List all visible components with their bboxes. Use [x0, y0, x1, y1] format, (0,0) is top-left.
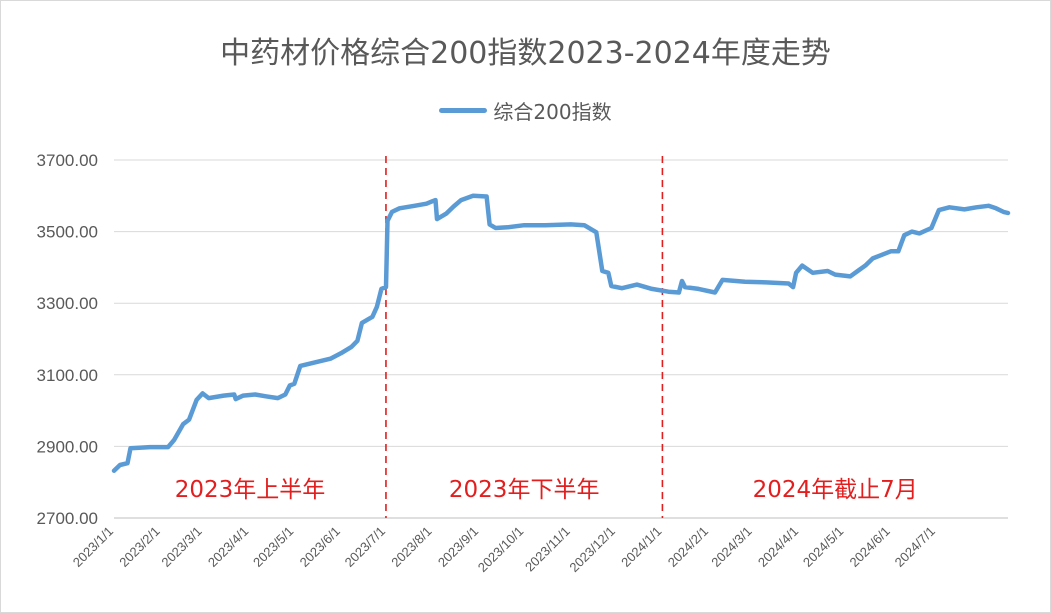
x-tick-label: 2024/5/1: [800, 524, 846, 570]
x-tick-label: 2024/6/1: [847, 524, 893, 570]
x-tick-label: 2024/3/1: [708, 524, 754, 570]
x-tick-label: 2023/6/1: [297, 524, 343, 570]
chart-title: 中药材价格综合200指数2023-2024年度走势: [220, 36, 831, 71]
x-tick-label: 2023/11/1: [522, 524, 573, 575]
x-tick-label: 2024/4/1: [755, 524, 801, 570]
x-tick-label: 2024/1/1: [618, 524, 664, 570]
x-tick-label: 2023/12/1: [566, 524, 618, 576]
x-tick-label: 2023/3/1: [158, 524, 204, 570]
period-label: 2024年截止7月: [753, 477, 918, 503]
y-tick-label: 3700.00: [37, 151, 98, 170]
x-tick-label: 2023/10/1: [475, 524, 527, 576]
y-tick-label: 3300.00: [37, 294, 98, 313]
y-tick-label: 2700.00: [37, 509, 98, 528]
y-tick-label: 3500.00: [37, 223, 98, 242]
legend[interactable]: 综合200指数: [0, 96, 1051, 125]
series-line: [111, 193, 1011, 473]
legend-swatch: [439, 108, 488, 113]
x-tick-label: 2023/7/1: [342, 524, 388, 570]
x-tick-label: 2023/2/1: [116, 524, 162, 570]
y-tick-label: 2900.00: [37, 437, 98, 456]
x-tick-label: 2023/1/1: [70, 524, 116, 570]
x-tick-label: 2024/2/1: [665, 524, 711, 570]
x-tick-label: 2023/9/1: [435, 524, 481, 570]
x-tick-label: 2023/5/1: [250, 524, 296, 570]
legend-label: 综合200指数: [493, 100, 612, 124]
x-tick-label: 2024/7/1: [892, 524, 938, 570]
x-tick-label: 2023/4/1: [205, 524, 251, 570]
y-tick-label: 3100.00: [37, 366, 98, 385]
period-label: 2023年上半年: [175, 477, 326, 503]
x-tick-label: 2023/8/1: [388, 524, 434, 570]
period-label: 2023年下半年: [449, 477, 600, 503]
